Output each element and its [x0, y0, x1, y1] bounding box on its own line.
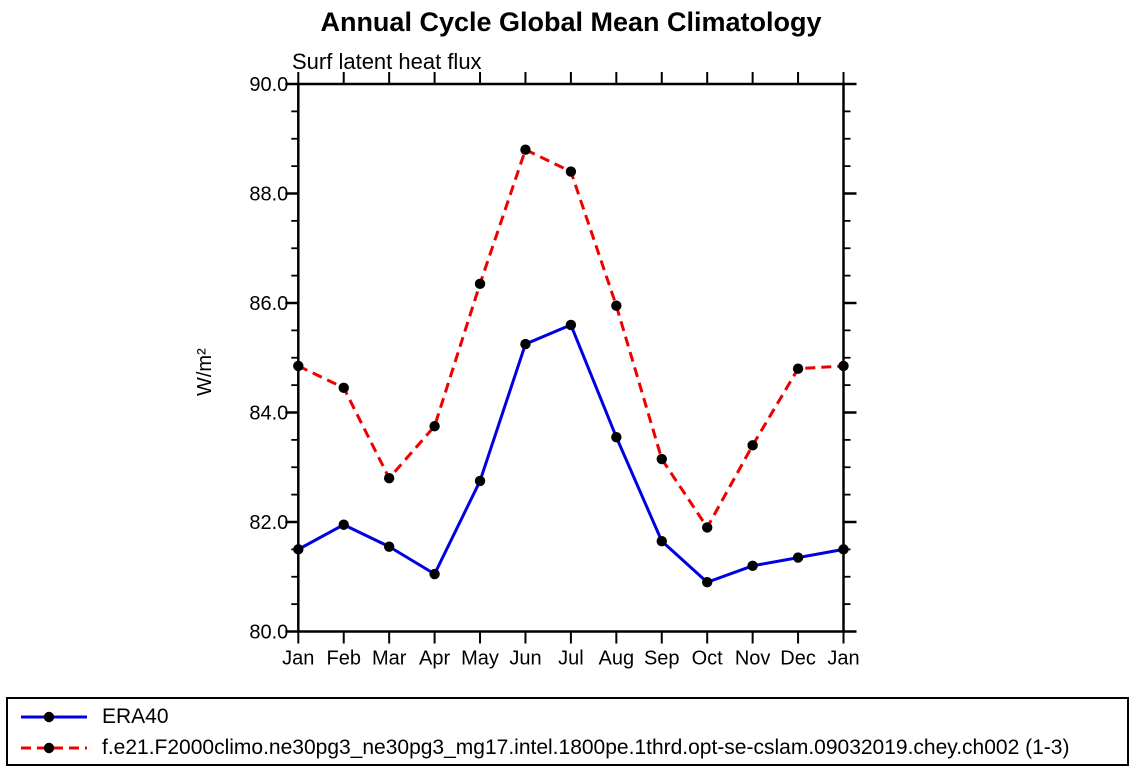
legend-label-era40: ERA40 [102, 705, 169, 728]
legend-sample-marker [43, 711, 55, 722]
series-line-1 [297, 148, 844, 529]
data-point-marker-1 [611, 300, 622, 311]
y-tick-label: 90.0 [249, 74, 288, 96]
chart-subtitle: Surf latent heat flux [292, 49, 482, 74]
legend-sample-marker [43, 742, 55, 753]
data-point-marker-1 [838, 360, 849, 372]
data-point-marker-0 [656, 535, 667, 547]
x-tick-label: Feb [326, 648, 360, 670]
plot-frame [297, 82, 845, 633]
chart-title: Annual Cycle Global Mean Climatology [320, 7, 822, 37]
data-point-marker-0 [565, 319, 577, 331]
y-tick-label: 80.0 [249, 622, 288, 644]
x-tick-label: Aug [599, 648, 635, 670]
data-point-marker-0 [338, 519, 349, 530]
data-point-marker-1 [429, 420, 440, 432]
y-tick-label: 86.0 [249, 293, 288, 315]
data-point-marker-1 [792, 363, 804, 374]
data-point-marker-0 [747, 560, 758, 571]
data-point-marker-0 [702, 577, 713, 588]
data-point-marker-1 [565, 166, 577, 177]
series-line-0 [297, 323, 844, 584]
x-tick-label: Apr [419, 648, 450, 670]
data-point-marker-1 [702, 522, 713, 533]
data-point-marker-1 [747, 440, 758, 451]
x-tick-label: Oct [692, 648, 724, 670]
data-point-marker-1 [474, 278, 486, 290]
data-point-marker-0 [838, 544, 849, 555]
x-tick-label: Nov [735, 648, 771, 670]
y-tick-label: 84.0 [249, 403, 288, 425]
x-tick-label: May [461, 648, 499, 670]
data-point-marker-0 [520, 338, 531, 350]
legend-row-era40: ERA40 [21, 701, 1127, 732]
data-point-marker-0 [293, 544, 304, 555]
x-tick-label: Jan [827, 648, 859, 670]
legend-line-sample-model [21, 742, 87, 753]
x-tick-label: Dec [780, 648, 816, 670]
x-tick-label: Mar [372, 648, 407, 670]
data-point-marker-0 [792, 552, 804, 563]
data-point-marker-0 [429, 568, 440, 580]
legend: ERA40 f.e21.F2000climo.ne30pg3_ne30pg3_m… [6, 697, 1129, 766]
legend-line-sample-era40 [21, 711, 87, 722]
y-tick-label: 88.0 [249, 184, 288, 206]
data-point-marker-1 [293, 360, 304, 372]
data-point-marker-1 [383, 473, 395, 484]
data-point-marker-1 [338, 382, 349, 394]
data-point-marker-0 [383, 541, 395, 552]
y-tick-label: 82.0 [249, 512, 288, 534]
x-tick-label: Jan [282, 648, 314, 670]
data-point-marker-0 [611, 431, 622, 443]
data-point-marker-0 [474, 475, 486, 487]
x-tick-label: Jun [509, 648, 541, 670]
chart-plot-area: Jan Feb Mar Apr May Jun Jul Aug Sep Oct Nov Dec Jan 8… [249, 72, 860, 670]
data-point-marker-1 [520, 144, 531, 155]
x-tick-label: Jul [558, 648, 584, 670]
legend-label-model: f.e21.F2000climo.ne30pg3_ne30pg3_mg17.in… [102, 736, 1070, 759]
x-tick-label: Sep [644, 648, 680, 670]
legend-row-model: f.e21.F2000climo.ne30pg3_ne30pg3_mg17.in… [21, 732, 1127, 763]
data-point-marker-1 [656, 453, 667, 465]
